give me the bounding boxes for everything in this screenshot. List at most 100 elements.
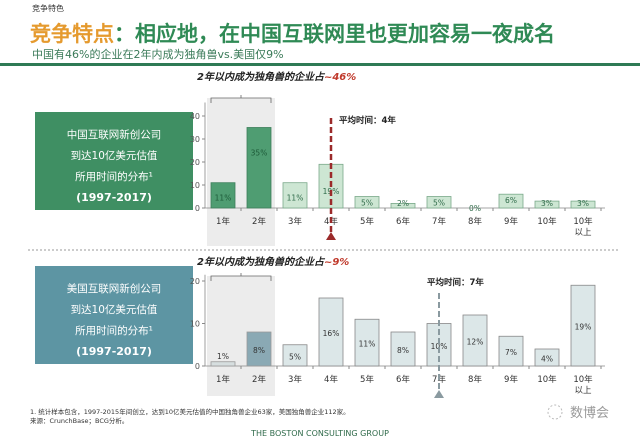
panel-label-line: 到达10亿美元估值: [71, 149, 158, 162]
bar: [570, 200, 596, 209]
x-tick-label: 9年: [504, 216, 518, 227]
data-label: 1%: [217, 352, 229, 361]
x-tick-label: 6年: [396, 216, 410, 227]
panel-label-box: [35, 266, 193, 364]
data-label: 5%: [361, 199, 373, 208]
data-label: 11%: [287, 193, 304, 202]
average-marker-icon: [326, 232, 336, 240]
x-tick-label: 8年: [468, 374, 482, 385]
data-label: 0%: [469, 204, 481, 213]
panel-label-line: (1997-2017): [76, 191, 152, 204]
bar: [462, 314, 488, 367]
y-tick-label: 40: [190, 112, 200, 121]
watermark: 数博会: [570, 406, 609, 421]
panel-label-line: 所用时间的分布¹: [75, 324, 153, 337]
bar: [246, 127, 272, 209]
bar: [282, 344, 308, 367]
data-label: 7%: [505, 348, 517, 357]
callout: 2年以内成为独角兽的企业占~46%: [197, 71, 356, 83]
bar: [426, 196, 452, 209]
x-tick-label: 1年: [216, 374, 230, 385]
x-tick-label: 2年: [252, 216, 266, 227]
data-label: 6%: [505, 196, 517, 205]
data-label: 2%: [397, 199, 409, 208]
data-label: 19%: [575, 323, 592, 332]
bar: [498, 193, 524, 209]
data-label: 11%: [215, 193, 232, 202]
data-label: 8%: [397, 346, 409, 355]
x-tick-label: 8年: [468, 216, 482, 227]
y-tick-label: 10: [190, 320, 200, 329]
x-tick-label: 5年: [360, 374, 374, 385]
x-tick-label: 3年: [288, 374, 302, 385]
y-tick-label: 30: [190, 135, 200, 144]
bar: [570, 284, 596, 367]
bar: [210, 182, 236, 209]
x-tick-label: 3年: [288, 216, 302, 227]
x-tick-label: 10年: [573, 374, 593, 385]
bar: [390, 202, 416, 209]
panel-label-line: 所用时间的分布¹: [75, 170, 153, 183]
bar: [534, 348, 560, 367]
data-label: 35%: [251, 149, 268, 158]
bar: [246, 331, 272, 367]
x-tick-label: 以上: [574, 228, 592, 238]
x-tick-label: 6年: [396, 374, 410, 385]
data-label: 5%: [289, 352, 301, 361]
data-label: 5%: [433, 199, 445, 208]
callout-text: 2年以内成为独角兽的企业占: [197, 256, 326, 268]
callout-text: 2年以内成为独角兽的企业占: [197, 71, 326, 83]
bar: [390, 331, 416, 367]
x-tick-label: 7年: [432, 216, 446, 227]
data-label: 16%: [323, 329, 340, 338]
x-tick-label: 9年: [504, 374, 518, 385]
footnote: 1. 统计样本包含，1997-2015年间创立，达到10亿美元估值的中国独角兽企…: [30, 407, 350, 416]
data-label: 8%: [253, 346, 265, 355]
data-label: 3%: [541, 199, 553, 208]
panel-label-line: (1997-2017): [76, 345, 152, 358]
x-tick-label: 10年: [573, 216, 593, 227]
y-tick-label: 20: [190, 158, 200, 167]
y-tick-label: 10: [190, 181, 200, 190]
y-tick-label: 20: [190, 277, 200, 286]
panel-label-line: 到达10亿美元估值: [71, 303, 158, 316]
bar: [354, 196, 380, 209]
watermark-icon: [547, 404, 563, 420]
x-tick-label: 4年: [324, 374, 338, 385]
title-prefix: 竞争特点: [30, 22, 114, 46]
callout-value: ~46%: [324, 72, 356, 83]
y-tick-label: 0: [195, 204, 200, 213]
panel-label-line: 中国互联网新创公司: [67, 128, 162, 141]
subtitle: 中国有46%的企业在2年内成为独角兽vs.美国仅9%: [32, 47, 284, 61]
title-rule: [0, 63, 640, 66]
data-label: 11%: [359, 340, 376, 349]
source-note: 来源：CrunchBase；BCG分析。: [30, 416, 128, 425]
panel-label-box: [35, 112, 193, 210]
bar: [210, 361, 236, 367]
data-label: 12%: [467, 338, 484, 347]
bcg-brand: THE BOSTON CONSULTING GROUP: [250, 429, 389, 438]
x-tick-label: 1年: [216, 216, 230, 227]
average-label: 平均时间：4年: [339, 115, 396, 126]
data-label: 3%: [577, 199, 589, 208]
x-tick-label: 以上: [574, 386, 592, 396]
average-marker-icon: [434, 390, 444, 398]
x-tick-label: 10年: [537, 216, 557, 227]
panel-label-line: 美国互联网新创公司: [67, 282, 162, 295]
highlight-bracket: [210, 273, 272, 281]
bar: [498, 335, 524, 367]
title-rest: ：相应地，在中国互联网里也更加容易一夜成名: [114, 22, 555, 46]
data-label: 10%: [431, 342, 448, 351]
page-title: 竞争特点：相应地，在中国互联网里也更加容易一夜成名: [30, 22, 555, 46]
x-tick-label: 5年: [360, 216, 374, 227]
bar: [534, 200, 560, 209]
highlight-bracket: [210, 95, 272, 103]
data-label: 4%: [541, 355, 553, 364]
bar: [282, 182, 308, 209]
x-tick-label: 2年: [252, 374, 266, 385]
y-tick-label: 0: [195, 362, 200, 371]
bar: [318, 297, 344, 367]
callout-value: ~9%: [324, 257, 349, 268]
